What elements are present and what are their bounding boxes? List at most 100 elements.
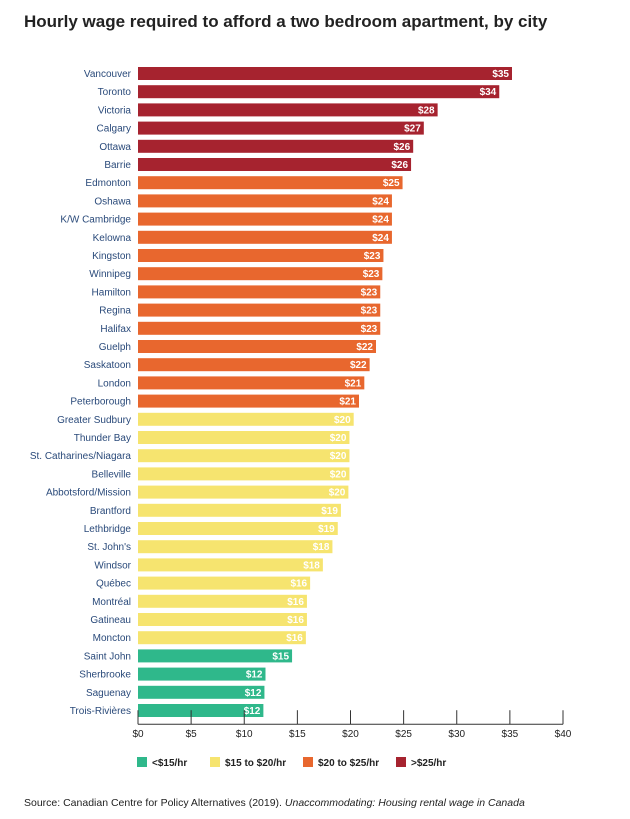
bar-value-label: $27 [404, 124, 421, 135]
bar [138, 431, 350, 444]
bar [138, 631, 306, 645]
bar [138, 358, 370, 372]
bar-value-label: $20 [330, 469, 347, 480]
category-label: St. John's [87, 542, 131, 553]
legend-label: >$25/hr [411, 758, 446, 769]
bar [138, 485, 349, 499]
category-label: Victoria [98, 105, 132, 116]
bar-value-label: $18 [313, 542, 330, 553]
category-label: Vancouver [84, 69, 132, 80]
category-label: Sherbrooke [79, 670, 131, 681]
x-tick-label: $30 [448, 729, 465, 740]
category-label: Saskatoon [84, 360, 131, 371]
bar [138, 321, 381, 335]
bar-value-label: $34 [480, 87, 497, 98]
x-tick-label: $25 [395, 729, 412, 740]
bar-value-label: $26 [394, 142, 411, 153]
bar [138, 412, 354, 426]
bar-value-label: $20 [330, 451, 347, 462]
bar [138, 467, 350, 481]
bar [138, 503, 341, 517]
bar [138, 522, 338, 535]
bar-value-label: $21 [339, 397, 356, 408]
bar-value-label: $19 [321, 506, 338, 517]
bar-value-label: $23 [363, 269, 380, 280]
category-label: Peterborough [70, 397, 131, 408]
x-tick-label: $10 [236, 729, 253, 740]
bar [138, 449, 350, 463]
category-label: Québec [96, 579, 131, 590]
bar-value-label: $28 [418, 105, 435, 116]
bar-value-label: $23 [361, 324, 378, 335]
legend-label: $20 to $25/hr [318, 758, 379, 769]
category-label: K/W Cambridge [60, 215, 131, 226]
bar [138, 340, 376, 353]
bar [138, 576, 311, 590]
source-title: Unaccommodating: Housing rental wage in … [284, 797, 525, 809]
category-label: Abbotsford/Mission [46, 488, 131, 499]
bar [138, 540, 333, 554]
bar [138, 704, 264, 717]
bar [138, 376, 365, 390]
bar-value-label: $16 [287, 597, 304, 608]
bar [138, 139, 414, 153]
bar-value-label: $22 [350, 360, 367, 371]
bar [138, 685, 265, 699]
bar-value-label: $16 [290, 579, 307, 590]
category-label: Brantford [90, 506, 131, 517]
category-label: Montréal [92, 597, 131, 608]
bar [138, 230, 392, 244]
category-label: St. Catharines/Niagara [30, 451, 132, 462]
bar-value-label: $12 [245, 688, 262, 699]
category-label: Regina [99, 306, 131, 317]
bar [138, 594, 307, 608]
bar [138, 285, 381, 299]
category-label: Windsor [94, 560, 131, 571]
bar-value-label: $23 [361, 306, 378, 317]
bar [138, 303, 381, 317]
category-label: Moncton [93, 633, 131, 644]
category-label: Kingston [92, 251, 131, 262]
x-tick-label: $5 [186, 729, 198, 740]
bar [138, 158, 412, 171]
bar-value-label: $24 [372, 233, 389, 244]
category-label: Trois-Rivières [70, 706, 131, 717]
bar-value-label: $20 [329, 488, 346, 499]
category-label: Kelowna [93, 233, 132, 244]
legend-swatch [137, 757, 147, 767]
source-note: Source: Canadian Centre for Policy Alter… [24, 797, 525, 809]
x-tick-label: $20 [342, 729, 359, 740]
bar-value-label: $19 [318, 524, 335, 535]
category-label: Gatineau [90, 615, 131, 626]
bar-value-label: $25 [383, 178, 400, 189]
bar-value-label: $12 [244, 706, 261, 717]
bar-chart: Vancouver $35 Toronto $34 Victoria $28 Calgary… [30, 67, 572, 769]
source-prefix: Source: Canadian Centre for Policy Alter… [24, 797, 282, 809]
bar [138, 194, 392, 208]
x-tick-label: $40 [555, 729, 572, 740]
bar [138, 85, 500, 99]
bar-value-label: $21 [345, 378, 362, 389]
category-label: Hamilton [92, 287, 131, 298]
bar-value-label: $12 [246, 670, 263, 681]
bar [138, 103, 438, 117]
bar [138, 249, 384, 262]
bar-value-label: $26 [391, 160, 408, 171]
bar-value-label: $22 [356, 342, 373, 353]
category-label: Saint John [84, 651, 131, 662]
bar-value-label: $20 [330, 433, 347, 444]
bar [138, 649, 293, 663]
category-label: Saguenay [86, 688, 131, 699]
category-label: Toronto [98, 87, 132, 98]
category-label: Belleville [92, 469, 132, 480]
x-tick-label: $15 [289, 729, 306, 740]
category-label: Barrie [104, 160, 131, 171]
category-label: Ottawa [99, 142, 131, 153]
category-label: Lethbridge [84, 524, 132, 535]
bar [138, 176, 403, 190]
x-tick-label: $0 [132, 729, 144, 740]
bar-value-label: $23 [364, 251, 381, 262]
bar [138, 67, 512, 80]
bar-value-label: $24 [372, 215, 389, 226]
bar-value-label: $18 [303, 560, 320, 571]
